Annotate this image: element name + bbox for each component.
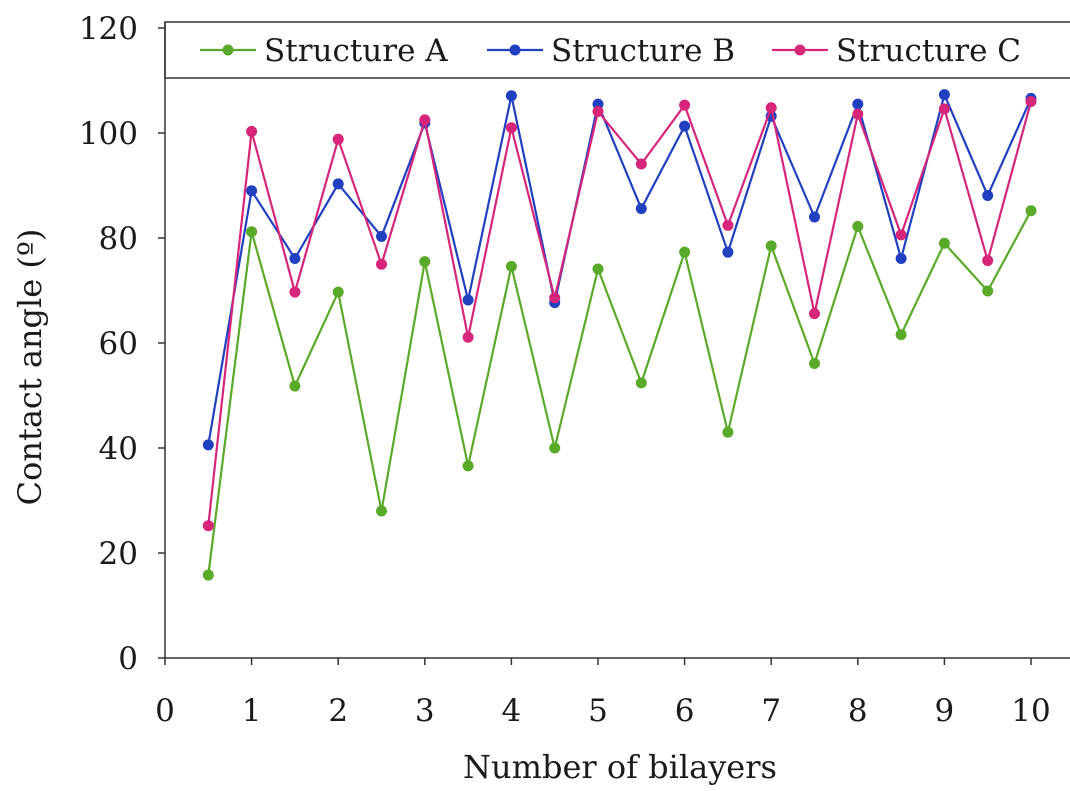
structure-b-line	[207, 93, 1033, 446]
structure-c-point	[1025, 96, 1037, 107]
x-axis-title: Number of bilayers	[463, 748, 777, 786]
structure-a-point	[462, 460, 474, 472]
structure-a-point	[419, 256, 431, 268]
structure-a-point	[1025, 205, 1037, 217]
legend-item-structure-c: Structure C	[772, 33, 1021, 69]
series-layer	[202, 89, 1037, 581]
structure-c-point	[895, 229, 907, 241]
structure-c-point	[765, 102, 777, 114]
x-tick-label: 8	[848, 693, 868, 729]
structure-b-point	[246, 185, 258, 197]
structure-c-point	[505, 122, 517, 134]
y-tick-label: 120	[79, 11, 138, 47]
structure-a-point	[679, 246, 691, 258]
structure-c-line	[207, 101, 1033, 526]
structure-c-point	[332, 133, 344, 145]
legend-swatch-marker	[794, 44, 806, 56]
series-structure-c	[202, 96, 1037, 532]
structure-b-point	[895, 252, 907, 264]
plot-area	[164, 21, 1070, 659]
structure-b-point	[376, 230, 387, 242]
y-tick-label: 100	[79, 116, 138, 152]
y-tick-label: 60	[99, 326, 138, 362]
y-tick-label: 80	[99, 221, 138, 257]
x-tick-label: 1	[242, 693, 262, 729]
structure-b-point	[938, 89, 950, 101]
structure-a-point	[332, 286, 344, 298]
y-axis-title: Contact angle (º)	[11, 229, 49, 506]
series-structure-b	[202, 89, 1037, 451]
structure-c-point	[462, 331, 474, 343]
legend-item-structure-a: Structure A	[200, 33, 448, 69]
structure-a-point	[289, 380, 301, 392]
structure-a-point	[982, 285, 994, 297]
legend: Structure A Structure B Structure C	[200, 33, 1021, 69]
structure-c-point	[982, 255, 994, 267]
x-tick-label: 10	[1011, 693, 1050, 729]
structure-c-point	[852, 108, 864, 120]
structure-b-point	[289, 252, 301, 264]
structure-c-point	[938, 103, 950, 115]
structure-c-point	[246, 125, 258, 137]
x-tick-label: 9	[935, 693, 955, 729]
x-tick-label: 3	[415, 693, 435, 729]
structure-c-point	[376, 258, 387, 270]
structure-a-point	[246, 226, 258, 238]
structure-a-point	[722, 426, 734, 438]
x-axis-ticks: 0 1 2 3 4 5 6 7 8 9 10	[155, 658, 1051, 729]
x-tick-label: 7	[761, 693, 781, 729]
structure-c-point	[419, 114, 431, 126]
x-tick-label: 4	[502, 693, 522, 729]
structure-c-point	[635, 158, 647, 170]
y-tick-label: 20	[99, 536, 138, 572]
structure-b-point	[462, 294, 474, 306]
structure-a-point	[592, 263, 604, 275]
structure-c-point	[592, 105, 604, 117]
structure-a-point	[765, 240, 777, 252]
x-tick-label: 5	[588, 693, 608, 729]
legend-swatch-marker	[222, 44, 234, 56]
structure-b-point	[982, 189, 994, 201]
structure-a-point	[376, 505, 387, 517]
structure-a-point	[895, 329, 907, 341]
structure-a-point	[505, 260, 517, 272]
y-tick-label: 0	[118, 641, 138, 677]
structure-b-point	[505, 90, 517, 102]
structure-b-point	[852, 98, 864, 110]
structure-b-point	[635, 203, 647, 215]
y-tick-label: 40	[99, 431, 138, 467]
structure-c-point	[202, 520, 214, 532]
structure-c-point	[289, 286, 301, 298]
structure-c-point	[722, 219, 734, 231]
x-tick-label: 2	[328, 693, 348, 729]
legend-label: Structure A	[264, 33, 448, 69]
structure-a-point	[938, 237, 950, 249]
structure-b-point	[722, 246, 734, 258]
series-structure-a	[202, 205, 1037, 581]
structure-c-point	[679, 99, 691, 111]
legend-item-structure-b: Structure B	[487, 33, 735, 69]
structure-a-point	[852, 220, 864, 232]
structure-b-point	[202, 439, 214, 451]
legend-label: Structure B	[551, 33, 735, 69]
structure-b-point	[332, 178, 344, 190]
x-tick-label: 6	[675, 693, 695, 729]
legend-label: Structure C	[836, 33, 1021, 69]
structure-a-point	[202, 569, 214, 581]
structure-b-point	[679, 120, 691, 132]
legend-box	[164, 21, 1070, 79]
structure-a-point	[635, 377, 647, 389]
structure-b-point	[809, 211, 820, 223]
structure-c-point	[809, 308, 820, 320]
structure-a-point	[809, 357, 820, 369]
x-tick-label: 0	[155, 693, 175, 729]
structure-a-point	[549, 442, 561, 454]
legend-swatch-marker	[509, 44, 521, 56]
structure-a-line	[207, 210, 1032, 576]
structure-c-point	[549, 292, 561, 304]
y-axis-ticks: 0 20 40 60 80 100 120	[79, 11, 165, 677]
